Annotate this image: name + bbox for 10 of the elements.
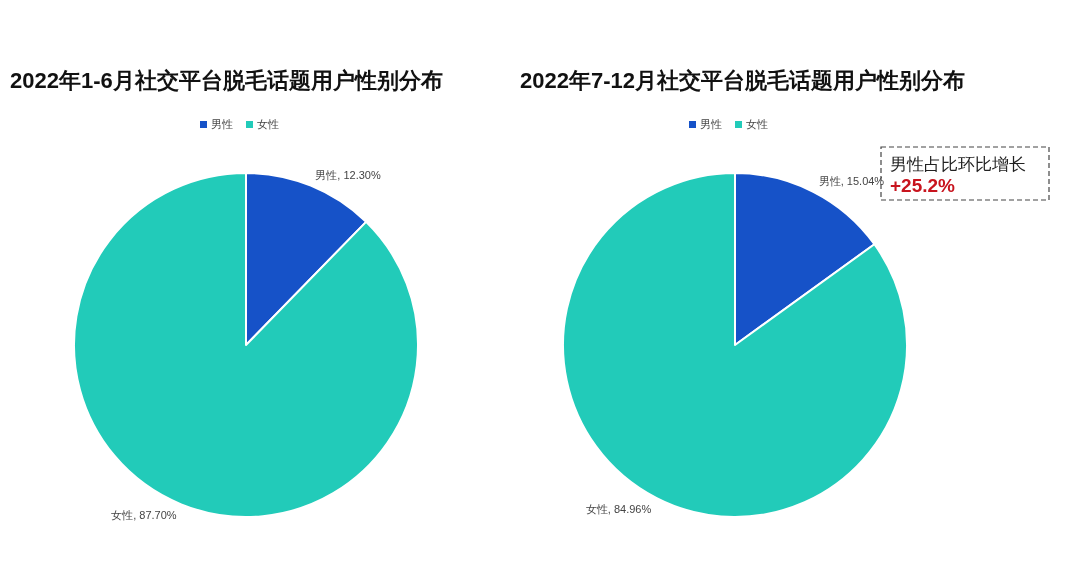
data-label: 女性, 84.96% (585, 502, 652, 515)
chart-title: 2022年7-12月社交平台脱毛话题用户性别分布 (520, 68, 965, 93)
legend-label: 男性 (211, 118, 233, 130)
legend-label: 男性 (700, 118, 722, 130)
legend-label: 女性 (746, 118, 768, 130)
data-label: 女性, 87.70% (111, 509, 177, 522)
legend-label: 女性 (257, 118, 279, 130)
data-label: 男性, 12.30% (315, 168, 381, 181)
data-label: 男性, 15.04% (818, 175, 885, 188)
chart-title: 2022年1-6月社交平台脱毛话题用户性别分布 (10, 68, 443, 93)
